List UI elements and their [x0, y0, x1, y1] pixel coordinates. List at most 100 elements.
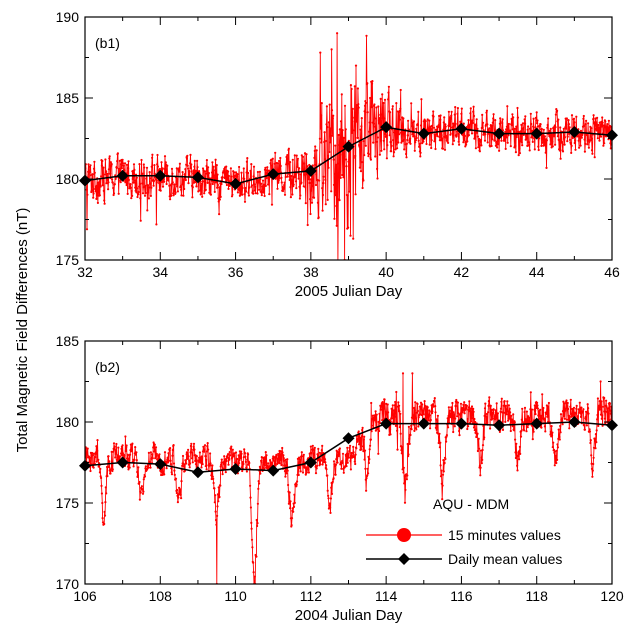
minutes-point	[307, 178, 310, 181]
minutes-point	[438, 446, 441, 449]
minutes-point	[209, 462, 212, 465]
minutes-point	[439, 139, 443, 142]
minutes-point	[400, 141, 403, 144]
minutes-point	[330, 492, 334, 495]
minutes-point	[602, 144, 605, 147]
minutes-point	[89, 164, 92, 167]
minutes-point	[509, 411, 512, 414]
minutes-point	[282, 454, 285, 457]
minutes-point	[113, 445, 116, 448]
minutes-point	[135, 191, 138, 194]
minutes-point	[472, 105, 475, 108]
minutes-point	[255, 179, 258, 182]
minutes-point	[385, 157, 388, 160]
minutes-point	[370, 430, 373, 433]
minutes-point	[528, 143, 531, 146]
minutes-point	[477, 437, 480, 440]
minutes-point	[468, 123, 471, 126]
minutes-point	[541, 141, 544, 144]
minutes-point	[103, 202, 106, 205]
minutes-point	[527, 141, 530, 144]
x-tick-label: 118	[526, 588, 549, 604]
minutes-point	[306, 165, 309, 168]
minutes-point	[252, 571, 255, 574]
minutes-point	[563, 402, 566, 405]
minutes-point	[102, 166, 105, 169]
minutes-point	[583, 138, 586, 141]
minutes-point	[373, 417, 376, 420]
minutes-point	[290, 517, 294, 520]
minutes-point	[193, 159, 196, 162]
minutes-point	[477, 146, 480, 149]
minutes-point	[357, 106, 360, 109]
minutes-point	[243, 448, 246, 451]
minutes-point	[104, 501, 107, 504]
minutes-point	[396, 147, 399, 150]
minutes-point	[506, 400, 509, 403]
minutes-point	[211, 464, 214, 467]
minutes-point	[573, 141, 576, 145]
minutes-point	[389, 428, 392, 431]
minutes-point	[593, 156, 596, 159]
minutes-point	[203, 170, 207, 173]
minutes-point	[585, 119, 588, 122]
minutes-point	[378, 153, 381, 156]
minutes-point	[532, 428, 535, 431]
minutes-point	[596, 413, 599, 417]
minutes-point	[320, 102, 323, 105]
minutes-point	[416, 402, 419, 406]
minutes-point	[519, 435, 523, 438]
minutes-point	[588, 428, 591, 431]
minutes-point	[434, 426, 437, 429]
minutes-point	[556, 446, 560, 449]
minutes-point	[287, 502, 290, 505]
minutes-point	[187, 455, 190, 458]
minutes-point	[241, 193, 244, 196]
minutes-point	[401, 372, 405, 375]
minutes-point	[486, 141, 489, 144]
minutes-point	[169, 459, 172, 462]
minutes-point	[493, 139, 496, 142]
daily-mean-marker	[417, 127, 430, 140]
minutes-point	[349, 444, 352, 447]
minutes-point	[526, 128, 529, 131]
minutes-point	[118, 167, 121, 171]
minutes-point	[458, 143, 461, 146]
minutes-point	[429, 418, 432, 422]
minutes-point	[130, 189, 133, 193]
minutes-point	[599, 135, 603, 138]
minutes-point	[465, 407, 468, 410]
minutes-point	[249, 506, 252, 509]
minutes-point	[183, 463, 186, 466]
minutes-point	[300, 154, 303, 157]
minutes-point	[253, 594, 255, 596]
minutes-point	[412, 406, 416, 410]
minutes-point	[377, 119, 380, 122]
minutes-point	[391, 404, 394, 407]
minutes-point	[109, 161, 112, 164]
minutes-point	[484, 133, 487, 136]
minutes-point	[424, 414, 427, 417]
minutes-point	[578, 135, 581, 138]
minutes-point	[206, 445, 209, 448]
minutes-point	[452, 430, 455, 434]
minutes-point	[506, 410, 509, 413]
minutes-point	[254, 185, 257, 188]
minutes-point	[481, 458, 484, 461]
minutes-point	[151, 156, 154, 159]
minutes-point	[495, 402, 498, 405]
minutes-point	[561, 410, 565, 413]
minutes-point	[426, 118, 429, 121]
minutes-point	[321, 209, 324, 212]
minutes-point	[524, 115, 527, 118]
minutes-point	[442, 121, 445, 124]
minutes-point	[353, 460, 356, 463]
minutes-point	[289, 186, 292, 189]
minutes-point	[587, 146, 591, 149]
minutes-point	[485, 415, 488, 418]
minutes-point	[176, 178, 179, 181]
minutes-point	[260, 182, 263, 185]
minutes-point	[111, 468, 114, 471]
minutes-point	[402, 471, 405, 474]
